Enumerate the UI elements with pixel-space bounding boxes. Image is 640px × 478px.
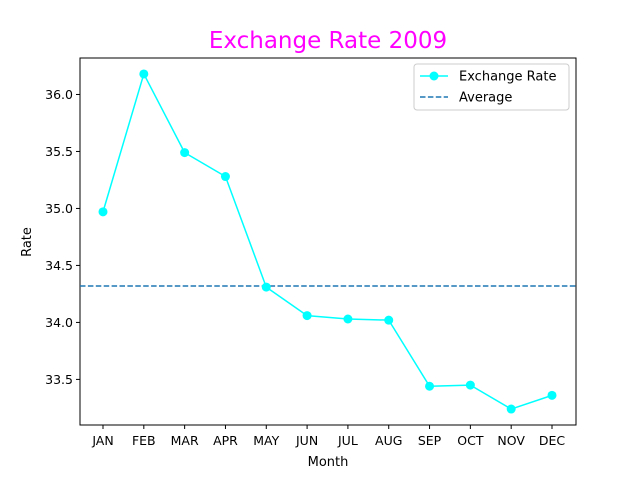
legend-box [413, 63, 570, 111]
y-tick-label: 35.5 [45, 144, 73, 159]
data-point-aug [384, 315, 394, 325]
y-axis: 33.5 34.0 34.5 35.0 35.5 36.0 [45, 87, 80, 387]
y-tick-label: 34.5 [45, 258, 73, 273]
x-tick-label: MAR [171, 433, 199, 448]
series-line [102, 73, 553, 410]
data-point-apr [220, 172, 230, 182]
chart-title: Exchange Rate 2009 [209, 28, 447, 54]
y-axis-label: Rate [20, 227, 35, 257]
y-tick-label: 33.5 [45, 372, 73, 387]
data-point-jun [302, 311, 312, 321]
x-tick-label: JUN [295, 433, 318, 448]
data-point-feb [139, 69, 149, 79]
data-point-dec [547, 390, 557, 400]
plot-area [79, 57, 577, 426]
x-axis-label: Month [308, 455, 349, 470]
data-point-may [261, 282, 271, 292]
data-point-jul [343, 314, 353, 324]
plot-frame [79, 57, 577, 426]
data-point-oct [465, 380, 475, 390]
y-tick-label: 34.0 [45, 315, 73, 330]
legend-label-exchange-rate: Exchange Rate [459, 70, 556, 85]
x-axis: JAN FEB MAR APR MAY JUN JUL AUG SEP OCT NOV DEC [91, 425, 565, 448]
y-tick-label: 36.0 [45, 87, 73, 102]
x-tick-label: DEC [539, 433, 566, 448]
x-tick-label: FEB [132, 433, 156, 448]
x-tick-label: JAN [91, 433, 113, 448]
exchange-rate-series [98, 69, 557, 414]
data-point-sep [425, 381, 435, 391]
x-tick-label: APR [213, 433, 238, 448]
data-point-mar [180, 148, 190, 158]
x-tick-label: AUG [375, 433, 402, 448]
x-tick-label: JUL [337, 433, 358, 448]
y-tick-label: 35.0 [45, 201, 73, 216]
legend: Exchange Rate Average [413, 63, 570, 111]
data-point-nov [506, 404, 516, 414]
legend-marker-exchange-rate [429, 71, 439, 81]
x-tick-label: MAY [253, 433, 279, 448]
data-point-jan [98, 207, 108, 217]
legend-label-average: Average [459, 91, 512, 106]
x-tick-label: SEP [418, 433, 442, 448]
x-tick-label: OCT [457, 433, 484, 448]
x-tick-label: NOV [497, 433, 525, 448]
